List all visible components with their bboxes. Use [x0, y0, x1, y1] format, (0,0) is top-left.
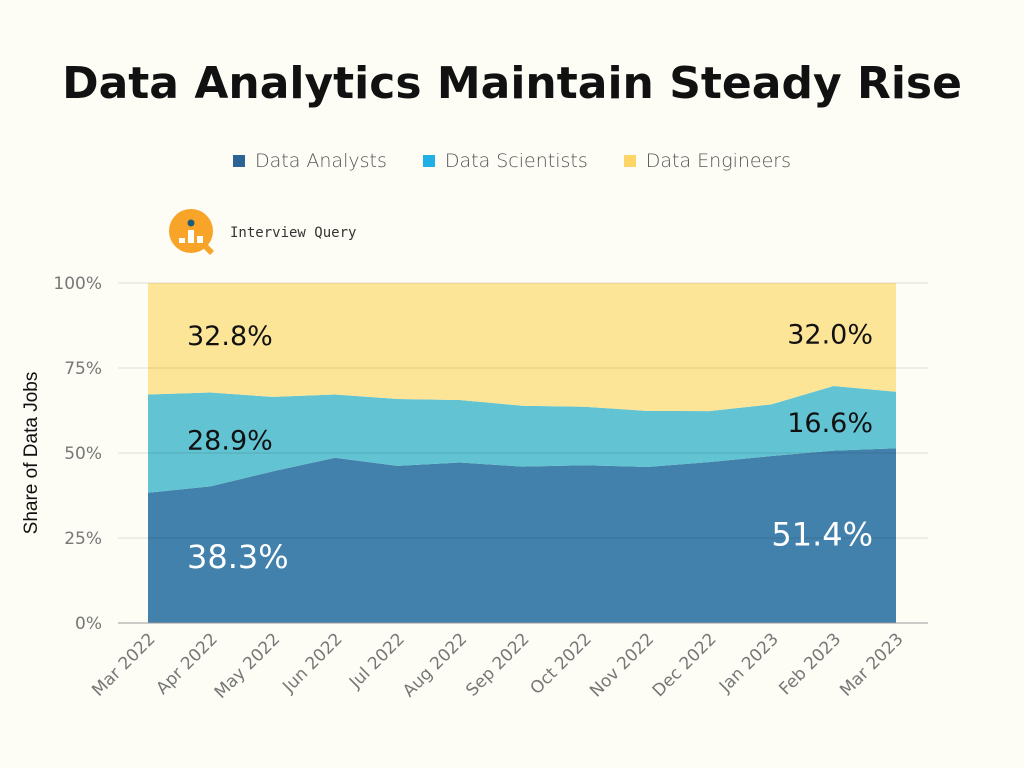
x-tick-label: Dec 2022	[649, 629, 721, 701]
data-label: 51.4%	[771, 516, 873, 554]
data-label: 32.8%	[187, 321, 273, 352]
data-label: 28.9%	[187, 426, 273, 457]
x-tick-label: Nov 2022	[586, 629, 658, 701]
legend-swatch	[623, 155, 636, 167]
legend-item-analysts: Data Analysts	[232, 150, 387, 172]
area-data-analysts	[148, 448, 896, 623]
x-tick-label: Oct 2022	[527, 629, 596, 698]
y-tick-label: 0%	[75, 614, 102, 634]
legend-swatch	[232, 155, 245, 167]
y-tick-label: 100%	[53, 274, 102, 294]
legend: Data Analysts Data Scientists Data Engin…	[0, 150, 1024, 172]
interview-query-logo: Interview Query	[168, 208, 356, 258]
y-axis-label: Share of Data Jobs	[21, 372, 42, 535]
legend-label: Data Analysts	[254, 150, 387, 172]
x-tick-label: Jan 2023	[715, 629, 783, 697]
area-data-scientists	[148, 386, 896, 493]
y-tick-label: 50%	[64, 444, 102, 464]
legend-label: Data Engineers	[645, 150, 792, 172]
x-tick-label: Feb 2023	[775, 629, 845, 699]
y-tick-label: 75%	[64, 359, 102, 379]
logo-text: Interview Query	[230, 225, 357, 241]
x-tick-label: Mar 2023	[836, 629, 907, 700]
data-label: 38.3%	[187, 538, 289, 576]
legend-swatch	[422, 155, 435, 167]
x-tick-label: Jul 2022	[345, 629, 409, 693]
data-label: 32.0%	[787, 319, 873, 350]
area-data-engineers	[148, 283, 896, 412]
x-tick-label: Jun 2022	[278, 629, 346, 697]
x-tick-label: Sep 2022	[462, 629, 533, 700]
logo-icon	[169, 209, 214, 255]
x-tick-label: Mar 2022	[88, 629, 159, 700]
legend-item-engineers: Data Engineers	[623, 150, 792, 172]
data-label: 16.6%	[787, 408, 873, 439]
x-tick-label: Aug 2022	[399, 629, 471, 701]
y-tick-label: 25%	[64, 529, 102, 549]
x-tick-label: May 2022	[211, 629, 284, 702]
legend-item-scientists: Data Scientists	[422, 150, 588, 172]
legend-label: Data Scientists	[444, 150, 588, 172]
chart-title: Data Analytics Maintain Steady Rise	[62, 58, 962, 109]
